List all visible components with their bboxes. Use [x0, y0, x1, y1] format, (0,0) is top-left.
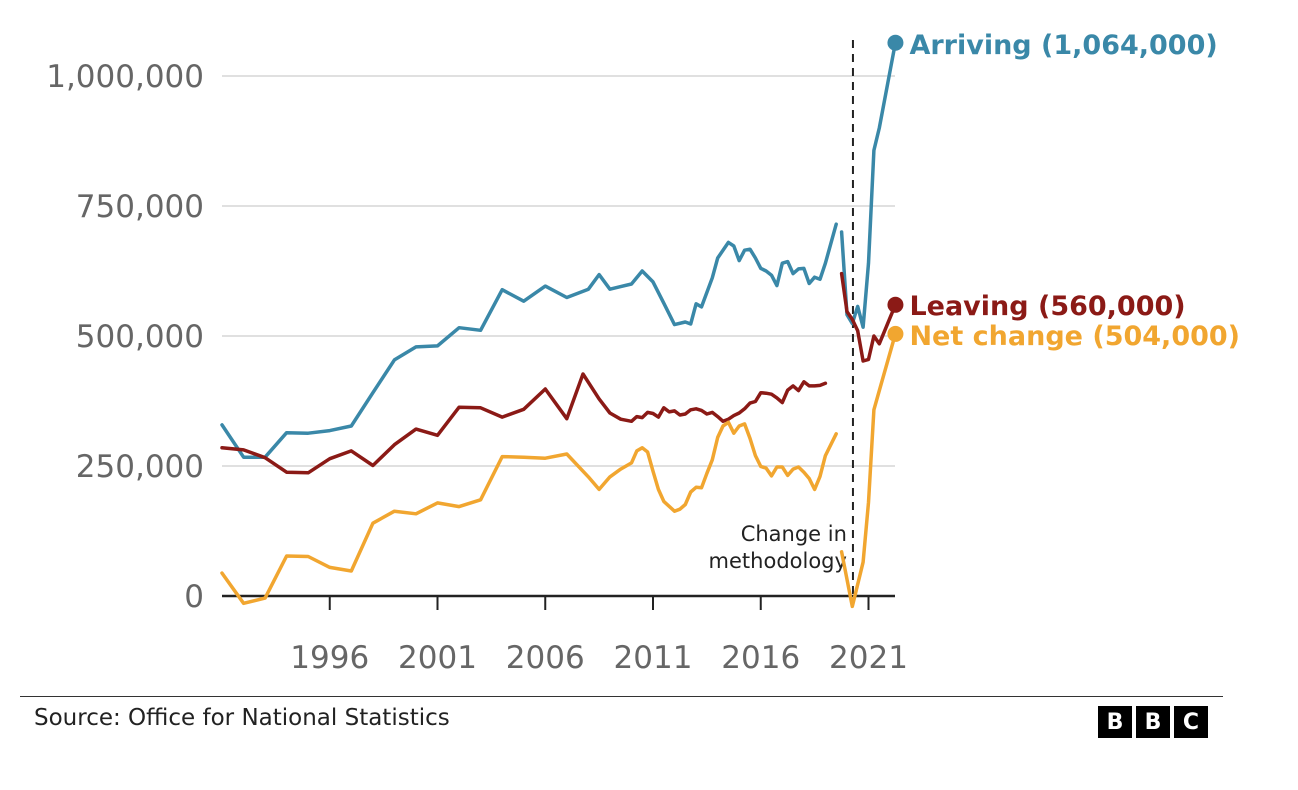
methodology-annotation: Change in [741, 522, 847, 546]
bbc-logo: B B C [1098, 706, 1208, 738]
y-tick-label: 250,000 [76, 449, 204, 485]
y-tick-label: 1,000,000 [46, 59, 204, 95]
series-end-point-arriving [887, 34, 904, 51]
x-tick-label: 1996 [290, 640, 369, 676]
y-axis-tick-labels: 0 250,000 500,000 750,000 1,000,000 [46, 59, 204, 615]
series-end-labels: Arriving (1,064,000) Leaving (560,000)Net… [909, 30, 1240, 352]
x-tick-label: 2001 [398, 640, 477, 676]
logo-letter: C [1174, 706, 1208, 738]
footer-divider [20, 696, 1223, 697]
methodology-annotation: methodology [709, 549, 847, 573]
y-tick-label: 0 [184, 579, 204, 615]
series-line-leaving-new-method [839, 271, 898, 363]
x-tick-label: 2016 [721, 640, 800, 676]
series-line-net [220, 420, 838, 606]
series-line-net-new-method [839, 332, 898, 609]
series-line-leaving [220, 372, 828, 475]
x-tick-label: 2021 [829, 640, 908, 676]
source-note: Source: Office for National Statistics [34, 705, 450, 731]
series-lines [220, 34, 904, 609]
methodology-divider: Change in methodology [709, 40, 854, 596]
y-tick-label: 750,000 [76, 189, 204, 225]
series-end-point-net [887, 325, 904, 342]
logo-letter: B [1136, 706, 1170, 738]
logo-letter: B [1098, 706, 1132, 738]
series-label-arriving: Arriving (1,064,000) [909, 30, 1217, 61]
x-tick-label: 2011 [614, 640, 693, 676]
series-label-leaving: Leaving (560,000) [909, 291, 1185, 322]
series-line-arriving [220, 222, 838, 459]
x-axis: 1996 2001 2006 2011 2016 2021 [222, 594, 908, 676]
series-label-net: Net change (504,000) [909, 321, 1240, 352]
y-tick-label: 500,000 [76, 319, 204, 355]
series-end-point-leaving [887, 296, 904, 313]
x-tick-label: 2006 [506, 640, 585, 676]
series-line-arriving-new-method [839, 40, 898, 329]
